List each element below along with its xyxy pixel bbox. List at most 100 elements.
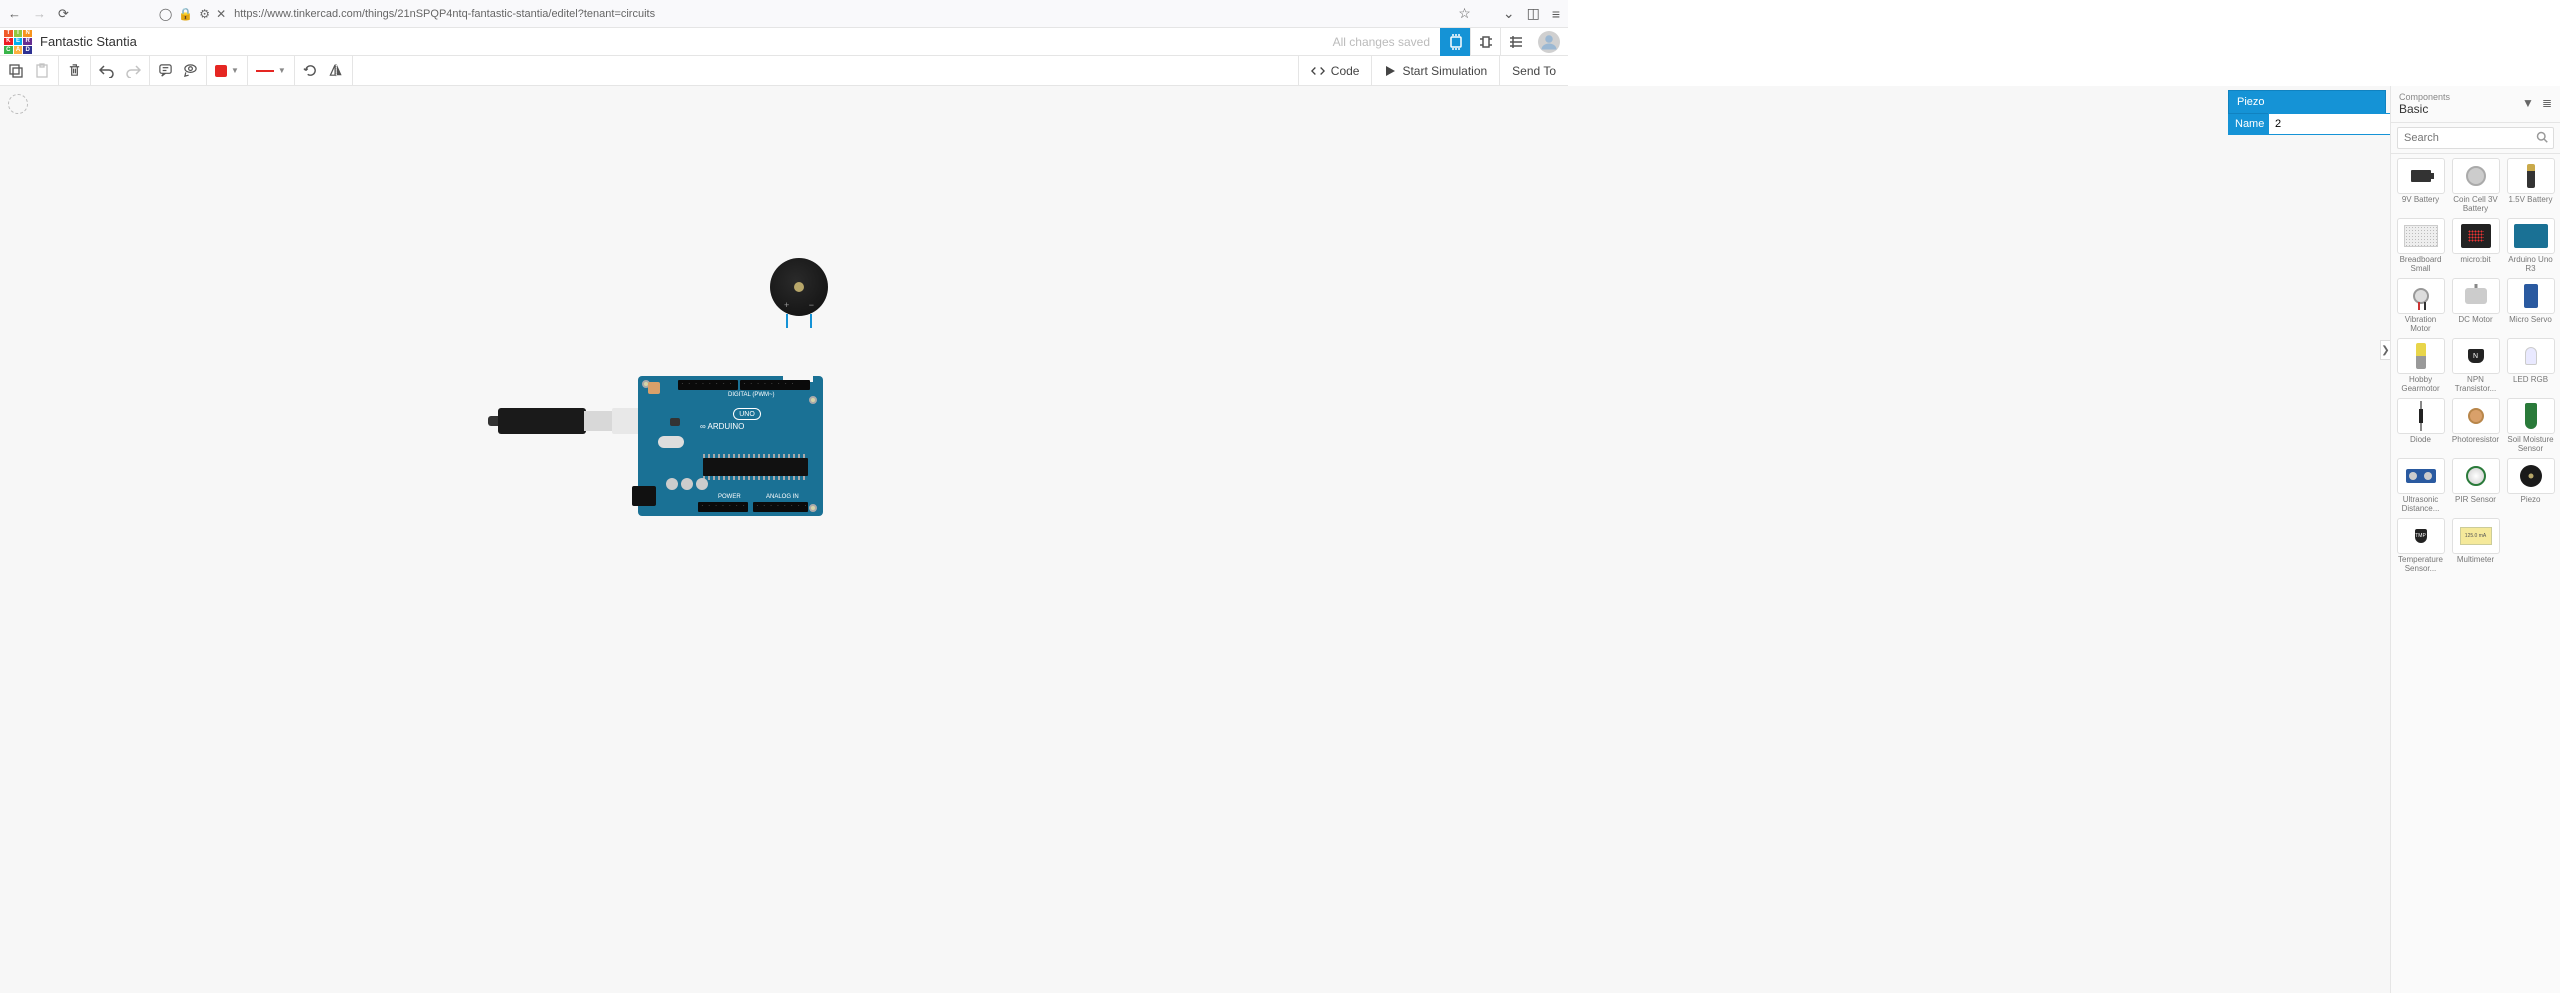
component-thumb <box>2507 218 2555 254</box>
permissions-icon: ⚙ <box>199 7 210 21</box>
list-view-icon[interactable]: ≣ <box>2542 96 2552 110</box>
component-thumb <box>2452 218 2500 254</box>
toolbar: ▼ ▼ Code Start Simulation Send To <box>0 56 1568 86</box>
undo-button[interactable] <box>99 64 115 78</box>
url-bar[interactable]: ◯ 🔒 ⚙ ✕ https://www.tinkercad.com/things… <box>159 7 1448 21</box>
component-thumb: N <box>2452 338 2500 374</box>
component-item[interactable]: NNPN Transistor... <box>2450 338 2501 394</box>
schematic-view-button[interactable] <box>1470 28 1500 56</box>
component-item[interactable]: Arduino Uno R3 <box>2505 218 2556 274</box>
component-label: PIR Sensor <box>2455 496 2496 514</box>
component-thumb <box>2397 158 2445 194</box>
paste-button[interactable] <box>34 63 50 79</box>
components-header: Components Basic ▼ ≣ <box>2391 86 2560 123</box>
browser-nav: ← → ⟳ <box>8 6 69 22</box>
component-item[interactable]: Diode <box>2395 398 2446 454</box>
power-pins[interactable] <box>698 502 748 512</box>
reload-button[interactable]: ⟳ <box>58 6 69 22</box>
bom-view-button[interactable] <box>1500 28 1530 56</box>
project-name[interactable]: Fantastic Stantia <box>40 34 137 49</box>
piezo-component[interactable]: + − <box>770 258 828 316</box>
component-item[interactable]: Breadboard Small <box>2395 218 2446 274</box>
browser-right: ☆ ⌄ ◫ ≡ <box>1458 5 1560 22</box>
notes-toggle-button[interactable] <box>183 63 198 78</box>
component-item[interactable]: TMPTemperature Sensor... <box>2395 518 2446 574</box>
component-thumb <box>2507 278 2555 314</box>
usb-cable <box>488 406 618 436</box>
rotate-button[interactable] <box>303 63 318 78</box>
canvas[interactable]: + − DIGITAL (PWM~) UNO ∞ ARDUINO <box>0 86 2390 993</box>
mirror-button[interactable] <box>328 63 344 78</box>
menu-icon[interactable]: ≡ <box>1552 6 1560 22</box>
forward-button[interactable]: → <box>33 6 46 21</box>
component-item[interactable]: LED RGB <box>2505 338 2556 394</box>
search-icon <box>2536 131 2548 143</box>
circuits-view-button[interactable] <box>1440 28 1470 56</box>
browser-chrome: ← → ⟳ ◯ 🔒 ⚙ ✕ https://www.tinkercad.com/… <box>0 0 1568 28</box>
url-security-icons: ◯ 🔒 ⚙ ✕ <box>159 7 226 21</box>
component-thumb <box>2507 158 2555 194</box>
reset-button[interactable] <box>648 382 660 394</box>
component-item[interactable]: Soil Moisture Sensor <box>2505 398 2556 454</box>
component-label: Diode <box>2410 436 2431 454</box>
code-button[interactable]: Code <box>1298 56 1372 85</box>
annotate-button[interactable] <box>158 63 173 78</box>
digital-pins-2[interactable] <box>740 380 810 390</box>
tinkercad-logo[interactable]: TINKERCAD <box>4 30 32 54</box>
atmega-chip <box>703 458 808 476</box>
save-status: All changes saved <box>1333 35 1430 49</box>
component-item[interactable]: 1.5V Battery <box>2505 158 2556 214</box>
component-thumb <box>2397 278 2445 314</box>
component-item[interactable]: 9V Battery <box>2395 158 2446 214</box>
copy-button[interactable] <box>8 63 24 79</box>
shield-icon: ◯ <box>159 7 172 21</box>
label-analog: ANALOG IN <box>766 494 799 500</box>
simulate-button[interactable]: Start Simulation <box>1371 56 1499 85</box>
component-item[interactable]: 125.0 mA Multimeter <box>2450 518 2501 574</box>
component-label: 1.5V Battery <box>2508 196 2552 214</box>
component-item[interactable]: Piezo <box>2505 458 2556 514</box>
components-category[interactable]: Basic <box>2399 102 2522 116</box>
component-item[interactable]: Micro Servo <box>2505 278 2556 334</box>
pocket-icon[interactable]: ⌄ <box>1503 5 1515 22</box>
component-item[interactable]: Coin Cell 3V Battery <box>2450 158 2501 214</box>
wire-style-picker[interactable]: ▼ <box>256 66 286 75</box>
wire-color-picker[interactable]: ▼ <box>215 65 239 77</box>
power-jack[interactable] <box>632 486 656 506</box>
component-label: Ultrasonic Distance... <box>2395 496 2446 514</box>
component-item[interactable]: micro:bit <box>2450 218 2501 274</box>
user-avatar[interactable] <box>1538 31 1560 53</box>
component-label: Multimeter <box>2457 556 2494 574</box>
component-label: 9V Battery <box>2402 196 2439 214</box>
piezo-negative: − <box>809 300 814 310</box>
component-label: Piezo <box>2520 496 2540 514</box>
analog-pins[interactable] <box>753 502 808 512</box>
component-thumb: 125.0 mA <box>2452 518 2500 554</box>
extension-icon[interactable]: ◫ <box>1527 5 1540 22</box>
header-right: All changes saved <box>1333 28 1568 56</box>
sendto-button[interactable]: Send To <box>1499 56 1568 85</box>
component-thumb <box>2397 458 2445 494</box>
component-item[interactable]: DC Motor <box>2450 278 2501 334</box>
component-label: Arduino Uno R3 <box>2505 256 2556 274</box>
bookmark-icon[interactable]: ☆ <box>1458 5 1471 22</box>
piezo-leg-negative[interactable] <box>810 314 812 328</box>
component-thumb <box>2507 338 2555 374</box>
component-item[interactable]: Ultrasonic Distance... <box>2395 458 2446 514</box>
panel-collapse-button[interactable]: ❯ <box>2380 340 2390 360</box>
inspector-title: Piezo <box>2228 90 2386 114</box>
piezo-leg-positive[interactable] <box>786 314 788 328</box>
piezo-positive: + <box>784 300 789 310</box>
component-item[interactable]: Vibration Motor <box>2395 278 2446 334</box>
digital-pins-1[interactable] <box>678 380 738 390</box>
components-search-input[interactable] <box>2397 127 2554 149</box>
component-item[interactable]: PIR Sensor <box>2450 458 2501 514</box>
back-button[interactable]: ← <box>8 6 21 21</box>
redo-button[interactable] <box>125 64 141 78</box>
delete-button[interactable] <box>67 63 82 78</box>
component-item[interactable]: Hobby Gearmotor <box>2395 338 2446 394</box>
view-fit-button[interactable] <box>8 94 28 114</box>
category-dropdown-icon[interactable]: ▼ <box>2522 96 2534 110</box>
component-label: Micro Servo <box>2509 316 2552 334</box>
component-item[interactable]: Photoresistor <box>2450 398 2501 454</box>
